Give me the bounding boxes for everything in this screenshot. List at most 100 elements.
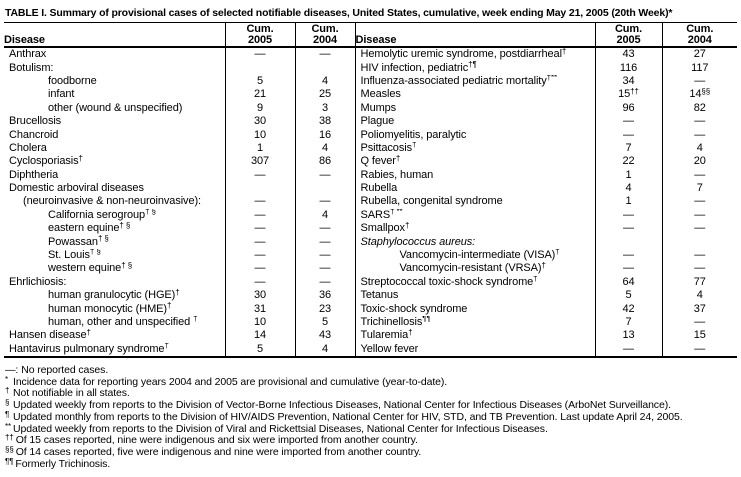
table-row: Cholera 1 4 Psittacosis† 7 4: [4, 141, 737, 156]
disease-cell: Influenza-associated pediatric mortality…: [354, 74, 595, 89]
header-cum-label: Cum.: [246, 23, 274, 35]
disease-cell: Hantavirus pulmonary syndrome†: [4, 342, 225, 359]
footnote-marker: §: [5, 398, 10, 408]
disease-cell: California serogroup† §: [48, 208, 156, 221]
disease-cell: Tetanus: [354, 289, 595, 303]
table-row: California serogroup† § —4 SARS† ** — —: [4, 208, 737, 223]
value-cell: —: [224, 195, 295, 209]
footnote-marker: †: [5, 386, 10, 396]
table-row: (neuroinvasive & non-neuroinvasive): — — Ru…: [4, 195, 737, 209]
footnote-text: Of 14 cases reported, five were indigeno…: [15, 445, 422, 458]
value-cell: 42: [594, 302, 662, 316]
value-cell: —: [224, 235, 295, 249]
value-cell: 34: [594, 74, 662, 89]
disease-cell: Rubella: [354, 181, 595, 196]
disease-cell: Smallpox†: [354, 222, 595, 236]
disease-cell: Mumps: [354, 101, 595, 115]
disease-cell: human monocytic (HME)†: [48, 302, 172, 315]
table-row: Ehrlichiosis: — — Streptococcal toxic-shock…: [4, 275, 737, 290]
footnotes: —: No reported cases. * Incidence data for …: [5, 363, 741, 470]
column-header-cum2004-right: Cum. 2004: [661, 22, 737, 48]
footnote-line: § Updated weekly from reports to the Divi…: [5, 398, 741, 412]
value-cell: 86: [294, 155, 355, 169]
value-cell: [224, 61, 295, 75]
header-cum-label: Cum.: [686, 23, 714, 35]
disease-cell: Psittacosis†: [354, 141, 595, 156]
value-cell: 15: [661, 329, 737, 343]
disease-cell: Yellow fever: [354, 342, 595, 359]
value-cell: 117: [661, 61, 737, 75]
value-cell: —: [224, 47, 295, 62]
column-header-disease-right: Disease: [354, 22, 595, 48]
value-cell: 5: [224, 342, 295, 359]
value-cell: 16: [294, 128, 355, 142]
value-cell: 9: [224, 101, 295, 115]
value-cell: —: [594, 248, 662, 263]
disease-cell: SARS† **: [354, 208, 595, 223]
header-cum-label: Cum.: [614, 23, 643, 35]
value-cell: 30: [224, 114, 295, 129]
table-row: other (wound & unspecified) 9 3 Mumps 96 82: [4, 101, 737, 115]
table-row: foodborne 5 4 Influenza-associated pediatri…: [4, 74, 737, 89]
value-cell: —: [294, 222, 355, 236]
value-cell: 4: [294, 141, 355, 156]
footnote-text: No reported cases.: [21, 363, 109, 376]
value-cell: [224, 181, 295, 196]
column-header-cum2005-left: Cum. 2005: [224, 22, 295, 48]
footnote-line: ¶ Updated monthly from reports to the Div…: [5, 410, 741, 424]
disease-cell: other (wound & unspecified): [48, 101, 183, 114]
footnote-line: † Not notifiable in all states.: [5, 386, 741, 400]
value-cell: 4: [594, 181, 662, 196]
value-cell: 21: [224, 88, 295, 102]
value-cell: 7: [594, 315, 662, 330]
disease-cell: Toxic-shock syndrome: [354, 302, 595, 316]
value-cell: 23: [294, 302, 355, 316]
value-cell: 7: [661, 181, 737, 196]
value-cell: 31: [224, 302, 295, 316]
disease-cell: human, other and unspecified †: [48, 315, 198, 328]
value-cell: 14: [224, 329, 295, 343]
column-header-cum2005-right: Cum. 2005: [594, 22, 662, 48]
footnote-marker: §§: [5, 444, 14, 454]
value-cell: —: [661, 208, 737, 223]
value-cell: 1: [594, 195, 662, 209]
disease-cell: infant: [48, 88, 75, 101]
footnote-text: Formerly Trichinosis.: [15, 457, 111, 470]
disease-cell: Cyclosporiasis†: [9, 155, 83, 168]
value-cell: —: [294, 248, 355, 263]
disease-cell: Measles: [354, 88, 595, 102]
value-cell: [661, 235, 737, 249]
value-cell: —: [224, 168, 295, 182]
header-row: Disease Cum. 2005 Cum. 2004 Disease Cum.…: [4, 22, 737, 48]
disease-cell: St. Louis† §: [48, 248, 101, 262]
disease-cell: Domestic arboviral diseases: [9, 182, 144, 195]
value-cell: 77: [661, 275, 737, 290]
footnote-line: §§ Of 14 cases reported, five were indige…: [5, 444, 741, 459]
footnote-marker: ††: [5, 433, 14, 443]
value-cell: —: [594, 342, 662, 359]
footnote-marker: **: [5, 421, 12, 431]
table-row: infant 21 25 Measles 15†† 14§§: [4, 88, 737, 102]
value-cell: —: [294, 195, 355, 209]
table-row: eastern equine† § — — Smallpox† — —: [4, 222, 737, 236]
table-row: human, other and unspecified † 10 5 Trichin…: [4, 315, 737, 330]
header-year-label: 2005: [616, 33, 641, 46]
value-cell: 14§§: [661, 88, 737, 102]
value-cell: [294, 61, 355, 75]
disease-cell: Powassan† §: [48, 235, 109, 248]
disease-cell: Diphtheria: [9, 168, 59, 181]
disease-cell: Trichinellosis¶¶: [354, 315, 595, 330]
value-cell: —: [661, 315, 737, 330]
table-row: Hansen disease† 14 43 Tularemia† 13 15: [4, 329, 737, 343]
value-cell: 1: [224, 141, 295, 156]
disease-cell: Tularemia†: [354, 329, 595, 343]
value-cell: 1: [594, 168, 662, 182]
value-cell: —: [294, 235, 355, 249]
disease-cell: Poliomyelitis, paralytic: [354, 128, 595, 142]
value-cell: —: [294, 275, 355, 290]
value-cell: —: [594, 208, 662, 223]
disease-cell: Cholera: [9, 141, 47, 154]
value-cell: 38: [294, 114, 355, 129]
value-cell: —: [661, 74, 737, 89]
